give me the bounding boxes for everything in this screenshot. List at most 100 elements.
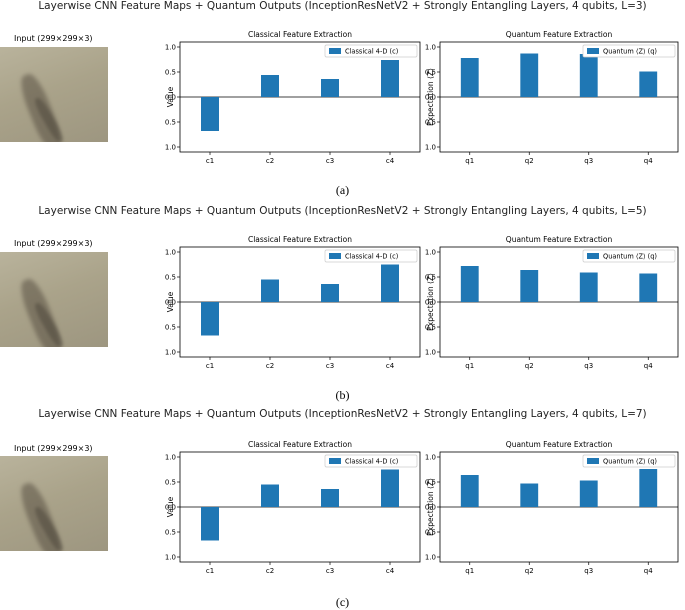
x-tick-label: q4 (644, 362, 653, 370)
legend-swatch (329, 458, 341, 464)
y-tick-label: -0.5 (425, 324, 436, 332)
y-tick-label: 0.0 (425, 299, 436, 307)
y-tick-label: 0.5 (425, 274, 436, 282)
chart-classical-c: Classical Feature Extraction Value 1.0 0.5 0… (165, 440, 421, 575)
y-tick-label: 0.5 (425, 479, 436, 487)
bar-c3 (321, 284, 339, 302)
chart-title: Classical Feature Extraction (248, 235, 352, 244)
x-tick-label: c1 (206, 567, 214, 575)
x-tick-label: q2 (525, 157, 534, 165)
y-tick-label: 1.0 (425, 44, 436, 52)
legend-box (324, 44, 418, 58)
x-tick-label: c3 (326, 157, 334, 165)
y-tick-label: -1.0 (425, 144, 436, 152)
figure-panel-c: Layerwise CNN Feature Maps + Quantum Out… (0, 408, 685, 610)
y-tick-label: -0.5 (425, 119, 436, 127)
y-tick-label: -1.0 (425, 349, 436, 357)
y-tick-label: -0.5 (425, 529, 436, 537)
y-tick-label: 0.5 (165, 274, 176, 282)
y-tick-label: 0.0 (425, 94, 436, 102)
y-tick-label: 0.5 (165, 479, 176, 487)
y-axis-label: Expectation ⟨Z⟩ (426, 68, 435, 126)
legend-swatch (587, 48, 599, 54)
chart-quantum-a: Quantum Feature Extraction Expectation ⟨Z… (425, 30, 679, 165)
x-tick-label: q3 (584, 157, 593, 165)
y-axis-label: Expectation ⟨Z⟩ (426, 273, 435, 331)
x-tick-label: q3 (584, 362, 593, 370)
panel-suptitle: Layerwise CNN Feature Maps + Quantum Out… (38, 205, 647, 217)
y-tick-label: 1.0 (425, 249, 436, 257)
bar-c2 (261, 484, 279, 507)
input-image (0, 252, 108, 347)
legend-label: Quantum ⟨Z⟩ (q) (603, 48, 657, 56)
figure-panel-a: Layerwise CNN Feature Maps + Quantum Out… (0, 0, 685, 200)
x-tick-label: q1 (465, 567, 474, 575)
legend-label: Quantum ⟨Z⟩ (q) (603, 458, 657, 466)
chart-quantum-c: Quantum Feature Extraction Expectation ⟨Z… (425, 440, 679, 575)
input-image-title: Input (299×299×3) (14, 444, 93, 453)
y-tick-label: -1.0 (165, 554, 176, 562)
legend-swatch (587, 253, 599, 259)
legend-swatch (587, 458, 599, 464)
y-tick-label: 0.0 (425, 504, 436, 512)
x-tick-label: c4 (386, 157, 395, 165)
bar-c4 (381, 60, 399, 97)
legend-box (324, 249, 418, 263)
input-image (0, 456, 108, 551)
bar-c1 (201, 302, 219, 336)
bar-c3 (321, 79, 339, 97)
y-axis-label: Value (166, 86, 175, 107)
x-tick-label: c2 (266, 362, 274, 370)
chart-title: Quantum Feature Extraction (506, 30, 613, 39)
y-tick-label: 1.0 (165, 249, 176, 257)
y-tick-label: 1.0 (165, 454, 176, 462)
y-axis-label: Value (166, 496, 175, 517)
bar-c3 (321, 489, 339, 507)
bar-c4 (381, 264, 399, 302)
panel-suptitle: Layerwise CNN Feature Maps + Quantum Out… (38, 0, 647, 12)
x-tick-label: q1 (465, 362, 474, 370)
chart-title: Quantum Feature Extraction (506, 235, 613, 244)
bar-q4 (639, 469, 658, 507)
chart-classical-a: Classical Feature Extraction Value 1.0 0.5 0… (165, 30, 421, 165)
legend-box (324, 454, 418, 468)
bar-c1 (201, 507, 219, 541)
bar-q2 (520, 483, 539, 507)
legend-label: Quantum ⟨Z⟩ (q) (603, 253, 657, 261)
panel-suptitle: Layerwise CNN Feature Maps + Quantum Out… (38, 408, 647, 420)
bar-q1 (460, 58, 479, 97)
legend-box (582, 249, 676, 263)
y-tick-label: 0.0 (165, 504, 176, 512)
bar-c1 (201, 97, 219, 131)
legend-label: Classical 4-D (c) (345, 48, 398, 56)
legend-box (582, 44, 676, 58)
x-tick-label: q1 (465, 157, 474, 165)
bar-c2 (261, 75, 279, 97)
figure-panel-b: Layerwise CNN Feature Maps + Quantum Out… (0, 205, 685, 405)
input-image-title: Input (299×299×3) (14, 34, 93, 43)
panel-caption: (b) (335, 388, 350, 402)
y-axis-label: Expectation ⟨Z⟩ (426, 478, 435, 536)
y-tick-label: -1.0 (425, 554, 436, 562)
x-tick-label: c1 (206, 157, 214, 165)
x-tick-label: c2 (266, 567, 274, 575)
y-tick-label: -1.0 (165, 349, 176, 357)
y-tick-label: -1.0 (165, 144, 176, 152)
y-tick-label: 0.5 (425, 69, 436, 77)
input-image (0, 47, 108, 142)
bar-c4 (381, 469, 399, 507)
chart-title: Classical Feature Extraction (248, 440, 352, 449)
bar-q2 (520, 270, 539, 302)
x-tick-label: c1 (206, 362, 214, 370)
x-tick-label: c4 (386, 567, 395, 575)
x-tick-label: c4 (386, 362, 395, 370)
legend-box (582, 454, 676, 468)
chart-quantum-b: Quantum Feature Extraction Expectation ⟨Z… (425, 235, 679, 370)
chart-title: Classical Feature Extraction (248, 30, 352, 39)
panel-caption: (a) (335, 183, 350, 197)
x-tick-label: q4 (644, 567, 653, 575)
bar-q3 (579, 480, 598, 507)
bar-q4 (639, 273, 658, 302)
bar-q1 (460, 266, 479, 302)
x-tick-label: c2 (266, 157, 274, 165)
